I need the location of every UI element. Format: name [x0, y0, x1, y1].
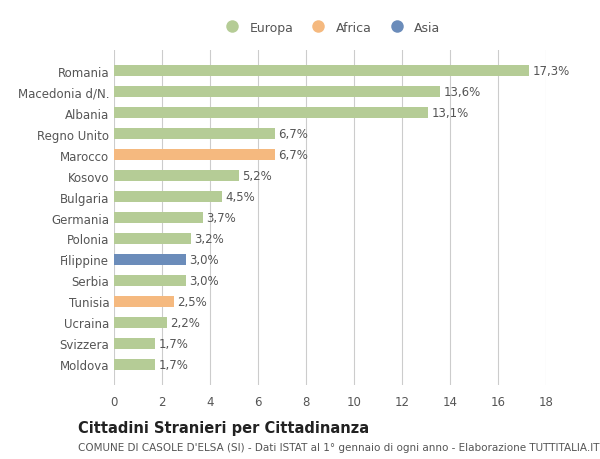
Text: 5,2%: 5,2% — [242, 170, 272, 183]
Bar — [114, 66, 529, 77]
Text: COMUNE DI CASOLE D'ELSA (SI) - Dati ISTAT al 1° gennaio di ogni anno - Elaborazi: COMUNE DI CASOLE D'ELSA (SI) - Dati ISTA… — [78, 442, 599, 452]
Bar — [114, 170, 239, 182]
Text: 13,6%: 13,6% — [444, 86, 481, 99]
Text: 3,0%: 3,0% — [190, 274, 219, 287]
Text: 6,7%: 6,7% — [278, 128, 308, 141]
Bar — [114, 212, 203, 224]
Bar — [114, 87, 440, 98]
Text: 17,3%: 17,3% — [533, 65, 570, 78]
Text: 13,1%: 13,1% — [432, 107, 469, 120]
Bar — [114, 150, 275, 161]
Text: Cittadini Stranieri per Cittadinanza: Cittadini Stranieri per Cittadinanza — [78, 420, 369, 435]
Bar — [114, 129, 275, 140]
Bar — [114, 107, 428, 119]
Bar — [114, 338, 155, 349]
Text: 4,5%: 4,5% — [226, 190, 256, 204]
Text: 3,0%: 3,0% — [190, 253, 219, 266]
Bar — [114, 191, 222, 203]
Text: 2,2%: 2,2% — [170, 316, 200, 329]
Bar — [114, 317, 167, 329]
Text: 1,7%: 1,7% — [158, 358, 188, 371]
Text: 3,7%: 3,7% — [206, 212, 236, 224]
Bar — [114, 254, 186, 266]
Text: 1,7%: 1,7% — [158, 337, 188, 350]
Text: 3,2%: 3,2% — [194, 232, 224, 246]
Text: 6,7%: 6,7% — [278, 149, 308, 162]
Bar — [114, 296, 174, 308]
Bar — [114, 275, 186, 286]
Bar — [114, 233, 191, 245]
Legend: Europa, Africa, Asia: Europa, Africa, Asia — [215, 17, 445, 39]
Bar — [114, 359, 155, 370]
Text: 2,5%: 2,5% — [178, 295, 208, 308]
